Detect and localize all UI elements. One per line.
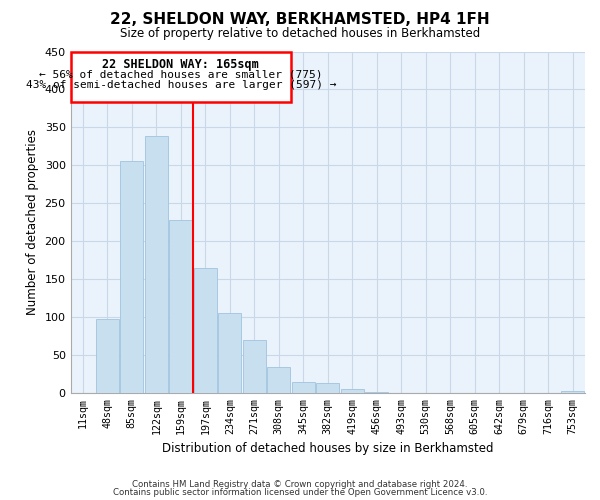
Bar xyxy=(120,162,143,393)
Text: Contains public sector information licensed under the Open Government Licence v3: Contains public sector information licen… xyxy=(113,488,487,497)
Bar xyxy=(96,319,119,393)
Bar xyxy=(267,367,290,393)
Text: Contains HM Land Registry data © Crown copyright and database right 2024.: Contains HM Land Registry data © Crown c… xyxy=(132,480,468,489)
Text: 22 SHELDON WAY: 165sqm: 22 SHELDON WAY: 165sqm xyxy=(103,58,259,71)
Bar xyxy=(145,136,168,393)
Bar xyxy=(194,268,217,393)
Bar xyxy=(242,340,266,393)
X-axis label: Distribution of detached houses by size in Berkhamsted: Distribution of detached houses by size … xyxy=(162,442,494,455)
Text: Size of property relative to detached houses in Berkhamsted: Size of property relative to detached ho… xyxy=(120,28,480,40)
FancyBboxPatch shape xyxy=(71,52,290,102)
Text: 22, SHELDON WAY, BERKHAMSTED, HP4 1FH: 22, SHELDON WAY, BERKHAMSTED, HP4 1FH xyxy=(110,12,490,28)
Bar xyxy=(341,389,364,393)
Text: ← 56% of detached houses are smaller (775): ← 56% of detached houses are smaller (77… xyxy=(39,70,323,80)
Y-axis label: Number of detached properties: Number of detached properties xyxy=(26,129,39,315)
Bar xyxy=(169,220,193,393)
Bar xyxy=(561,392,584,393)
Bar xyxy=(218,313,241,393)
Bar xyxy=(292,382,315,393)
Text: 43% of semi-detached houses are larger (597) →: 43% of semi-detached houses are larger (… xyxy=(26,80,336,90)
Bar xyxy=(316,383,340,393)
Bar xyxy=(365,392,388,393)
